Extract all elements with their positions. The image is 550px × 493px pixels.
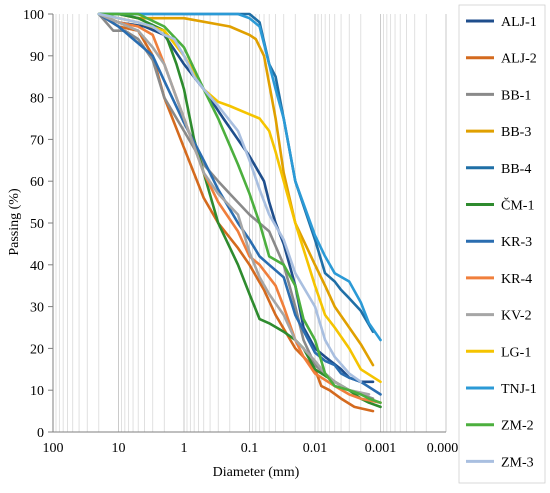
legend-box [458, 4, 546, 484]
series-line-kr-3 [97, 12, 382, 396]
legend-label: ALJ-1 [501, 15, 537, 30]
y-tick-label: 0 [37, 426, 44, 441]
legend-label: TNJ-1 [501, 382, 537, 397]
series-line-kv-2 [97, 12, 371, 396]
series-line-tnj-1 [97, 12, 382, 342]
legend-label: BB-3 [501, 125, 531, 140]
legend-label: BB-4 [501, 162, 531, 177]
x-tick-label: 0.0001 [427, 441, 466, 456]
series-line-bb-1 [97, 12, 375, 400]
y-tick-label: 30 [30, 301, 44, 316]
axes [48, 13, 446, 433]
x-axis-label: Diameter (mm) [213, 465, 300, 480]
legend-label: ALJ-2 [501, 52, 537, 67]
x-tick-label: 1 [181, 441, 188, 456]
y-tick-label: 10 [30, 384, 44, 399]
y-tick-label: 40 [30, 259, 44, 274]
series-line-kr-4 [97, 12, 382, 405]
y-tick-label: 90 [30, 50, 44, 65]
legend: ALJ-1 ALJ-2 BB-1 BB-3 BB-4 ČM-1 KR-3 KR-4 KV-2 LG… [458, 4, 546, 484]
series-line-zm-2 [97, 12, 382, 405]
legend-label: KR-3 [501, 235, 532, 250]
legend-label: BB-1 [501, 88, 531, 103]
legend-label: KR-4 [501, 272, 532, 287]
legend-label: ČM-1 [501, 197, 534, 214]
y-axis-label: Passing (%) [7, 188, 22, 256]
x-tick-label: 0.01 [303, 441, 328, 456]
y-tick-label: 100 [23, 8, 44, 23]
tick-labels: 0 10 20 30 40 50 60 70 80 90 100 100 10 1 0.1 0.01 0.001… [23, 8, 465, 456]
y-tick-label: 80 [30, 92, 44, 107]
series-lines [97, 12, 382, 413]
series-line-alj-1 [97, 12, 375, 384]
y-tick-label: 20 [30, 342, 44, 357]
series-line-bb-4 [97, 12, 375, 334]
legend-label: KV-2 [501, 309, 532, 324]
y-tick-label: 60 [30, 175, 44, 190]
series-line-zm-3 [97, 12, 363, 384]
series-line-čm-1 [97, 12, 382, 409]
legend-label: ZM-3 [501, 455, 534, 470]
x-tick-label: 10 [112, 441, 126, 456]
x-tick-label: 100 [43, 441, 64, 456]
grid [52, 14, 447, 432]
y-tick-label: 70 [30, 133, 44, 148]
legend-label: LG-1 [501, 345, 531, 360]
legend-label: ZM-2 [501, 419, 534, 434]
x-tick-label: 0.1 [241, 441, 259, 456]
y-tick-label: 50 [30, 217, 44, 232]
series-line-lg-1 [97, 12, 382, 384]
series-line-bb-3 [97, 12, 375, 367]
x-tick-label: 0.001 [365, 441, 397, 456]
